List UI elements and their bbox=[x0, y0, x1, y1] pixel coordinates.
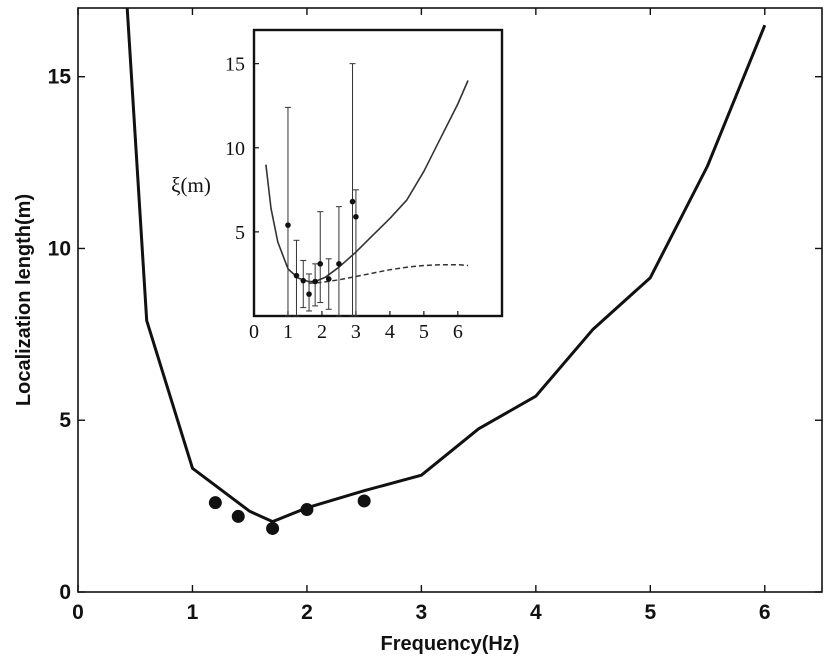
inset-x-tick-label: 5 bbox=[419, 321, 429, 343]
inset-y-axis-label: ξ(m) bbox=[171, 173, 211, 197]
inset-x-tick-label: 3 bbox=[351, 321, 361, 343]
main-data-point bbox=[266, 521, 280, 535]
main-axes-frame bbox=[77, 7, 823, 593]
main-x-axis-label: Frequency(Hz) bbox=[381, 633, 520, 655]
main-x-tick-label: 1 bbox=[187, 601, 199, 624]
main-series-line-theory bbox=[125, 7, 767, 524]
main-x-tick-label: 3 bbox=[416, 601, 428, 624]
inset-y-tick-label: 5 bbox=[235, 222, 245, 244]
main-data-point bbox=[231, 509, 245, 523]
inset-data-point bbox=[293, 272, 300, 279]
inset-data-point bbox=[306, 291, 312, 297]
inset-x-tick-label: 0 bbox=[249, 321, 259, 343]
inset-series-line-dashed bbox=[308, 263, 469, 284]
main-data-point bbox=[300, 503, 314, 517]
main-y-tick-label: 0 bbox=[59, 581, 71, 604]
inset-data-point bbox=[325, 276, 332, 282]
inset-data-point bbox=[349, 198, 356, 205]
inset-data-point bbox=[312, 278, 318, 285]
inset-x-tick-label: 1 bbox=[283, 321, 293, 343]
inset-x-tick-label: 2 bbox=[317, 321, 327, 343]
main-data-point bbox=[208, 496, 222, 510]
main-y-axis-label: Localization length(m) bbox=[13, 194, 35, 406]
inset-x-tick-label: 6 bbox=[453, 321, 463, 343]
inset-data-point bbox=[300, 277, 307, 284]
main-y-tick-label: 10 bbox=[48, 237, 71, 260]
main-y-tick-label: 15 bbox=[48, 66, 72, 89]
inset-data-point bbox=[285, 222, 291, 228]
main-x-tick-label: 2 bbox=[301, 601, 313, 624]
inset-y-tick-label: 15 bbox=[225, 54, 245, 76]
main-x-tick-label: 4 bbox=[530, 601, 542, 624]
main-y-tick-label: 5 bbox=[59, 409, 71, 432]
inset-data-point bbox=[317, 261, 324, 267]
inset-data-point bbox=[336, 261, 342, 267]
inset-y-tick-label: 10 bbox=[225, 138, 245, 160]
main-data-point bbox=[357, 494, 371, 508]
inset-plot: 0 1 2 3 4 5 6 5 10 15 ξ(m) bbox=[171, 28, 504, 343]
main-x-tick-label: 5 bbox=[644, 601, 656, 624]
inset-axes-frame bbox=[252, 28, 504, 318]
inset-data-point bbox=[353, 213, 359, 220]
inset-x-tick-label: 4 bbox=[385, 321, 395, 343]
main-x-tick-label: 0 bbox=[72, 601, 84, 624]
main-x-tick-label: 6 bbox=[759, 601, 771, 624]
